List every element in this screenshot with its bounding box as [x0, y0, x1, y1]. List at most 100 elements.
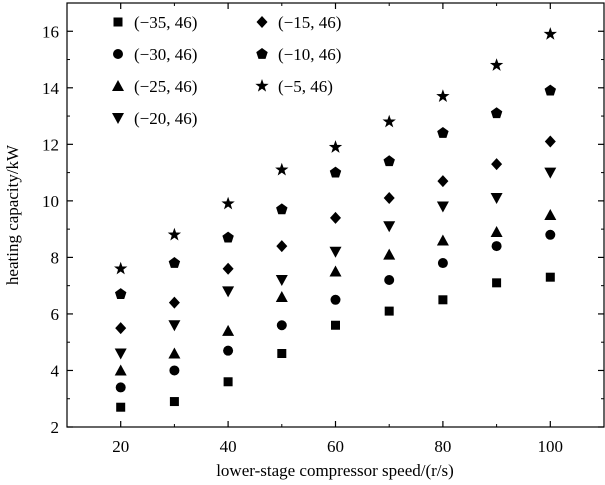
point-s5-8 — [544, 84, 557, 96]
point-s1-6 — [437, 258, 448, 269]
point-s1-5 — [384, 275, 395, 286]
point-s1-4 — [330, 294, 341, 305]
series-3 — [114, 167, 557, 360]
axis-ticks — [67, 3, 604, 428]
point-s4-4 — [330, 211, 341, 224]
point-s4-0 — [115, 322, 127, 335]
point-s1-8 — [545, 229, 556, 240]
point-s5-0 — [114, 288, 127, 299]
point-s0-2 — [223, 377, 233, 387]
series-1 — [115, 229, 556, 393]
legend-entry-6: (−5, 46) — [255, 77, 333, 96]
point-s4-8 — [544, 135, 556, 148]
point-s2-8 — [544, 209, 557, 220]
point-s3-0 — [114, 348, 127, 360]
y-axis-label: heating capacity/kW — [3, 144, 22, 285]
point-s0-5 — [384, 306, 394, 316]
point-s5-3 — [276, 203, 288, 215]
point-s5-1 — [168, 257, 181, 268]
point-s1-0 — [115, 382, 126, 393]
y-tick-label-4: 10 — [42, 192, 59, 211]
y-tick-label-0: 2 — [51, 418, 60, 437]
legend-label-0: (−35, 46) — [134, 13, 197, 32]
point-s6-4 — [328, 140, 343, 153]
x-tick-label-3: 80 — [434, 437, 451, 456]
point-s6-0 — [114, 261, 128, 275]
point-s3-8 — [544, 167, 557, 179]
x-tick-label-0: 20 — [112, 437, 129, 456]
point-s1-3 — [276, 320, 287, 331]
point-s3-5 — [383, 221, 396, 233]
legend-label-3: (−20, 46) — [134, 109, 197, 128]
point-s0-1 — [169, 397, 179, 407]
point-s2-3 — [275, 290, 288, 302]
point-s3-1 — [168, 320, 181, 332]
legend-entry-4: (−15, 46) — [256, 13, 341, 32]
series-5 — [114, 84, 557, 299]
point-s1-7 — [491, 241, 502, 252]
point-s3-3 — [275, 275, 288, 287]
point-s3-6 — [436, 201, 449, 213]
point-s2-2 — [222, 324, 235, 336]
legend-entry-1: (−30, 46) — [113, 45, 197, 64]
legend-marker-3 — [112, 113, 124, 124]
point-s6-3 — [275, 162, 289, 176]
legend-marker-0 — [113, 17, 123, 27]
point-s0-8 — [545, 272, 555, 282]
x-tick-label-1: 40 — [220, 437, 237, 456]
point-s2-1 — [168, 347, 181, 359]
series-4 — [115, 135, 556, 335]
point-s2-0 — [114, 364, 127, 376]
point-s6-8 — [543, 27, 557, 40]
point-s6-2 — [221, 196, 235, 210]
point-s5-2 — [222, 231, 234, 243]
series-6 — [114, 27, 557, 275]
point-s3-7 — [490, 193, 503, 205]
point-s4-3 — [276, 240, 288, 253]
x-tick-label-4: 100 — [538, 437, 564, 456]
legend-label-5: (−10, 46) — [278, 45, 341, 64]
point-s0-6 — [438, 295, 448, 305]
legend-label-6: (−5, 46) — [278, 77, 333, 96]
y-tick-label-2: 6 — [51, 305, 60, 324]
point-s5-6 — [437, 127, 449, 138]
point-s2-5 — [383, 248, 396, 260]
legend: (−35, 46) (−30, 46) (−25, 46) (−20, 46) (−15… — [112, 13, 341, 128]
legend-entry-0: (−35, 46) — [113, 13, 197, 32]
point-s6-7 — [489, 58, 504, 71]
legend-marker-5 — [256, 48, 268, 59]
point-s4-6 — [437, 175, 449, 188]
legend-label-4: (−15, 46) — [278, 13, 341, 32]
legend-marker-6 — [255, 79, 269, 92]
legend-entry-2: (−25, 46) — [112, 77, 197, 96]
data-points — [114, 27, 557, 412]
point-s6-6 — [436, 89, 450, 102]
point-s4-7 — [491, 158, 503, 171]
point-s6-5 — [382, 114, 396, 128]
axis-tick-labels: 20 40 60 80 100 2 4 6 8 10 12 14 16 — [42, 22, 563, 456]
legend-entry-3: (−20, 46) — [112, 109, 197, 128]
y-tick-label-6: 14 — [42, 79, 60, 98]
x-axis-label: lower-stage compressor speed/(r/s) — [216, 461, 454, 480]
point-s2-7 — [490, 225, 503, 237]
series-0 — [116, 272, 555, 412]
y-tick-label-7: 16 — [42, 22, 59, 41]
point-s0-0 — [116, 402, 126, 412]
point-s0-7 — [492, 278, 502, 288]
y-tick-label-1: 4 — [51, 361, 60, 380]
legend-label-1: (−30, 46) — [134, 45, 197, 64]
y-tick-label-3: 8 — [51, 248, 60, 267]
point-s2-6 — [436, 234, 449, 246]
series-2 — [114, 209, 557, 376]
legend-entry-5: (−10, 46) — [256, 45, 341, 64]
point-s0-4 — [331, 320, 340, 330]
x-tick-label-2: 60 — [327, 437, 344, 456]
point-s0-3 — [277, 349, 287, 359]
point-s1-1 — [169, 365, 180, 376]
point-s5-5 — [383, 155, 395, 167]
point-s5-7 — [490, 107, 503, 119]
point-s6-1 — [167, 227, 182, 241]
point-s4-2 — [222, 262, 234, 275]
point-s5-4 — [329, 166, 342, 178]
